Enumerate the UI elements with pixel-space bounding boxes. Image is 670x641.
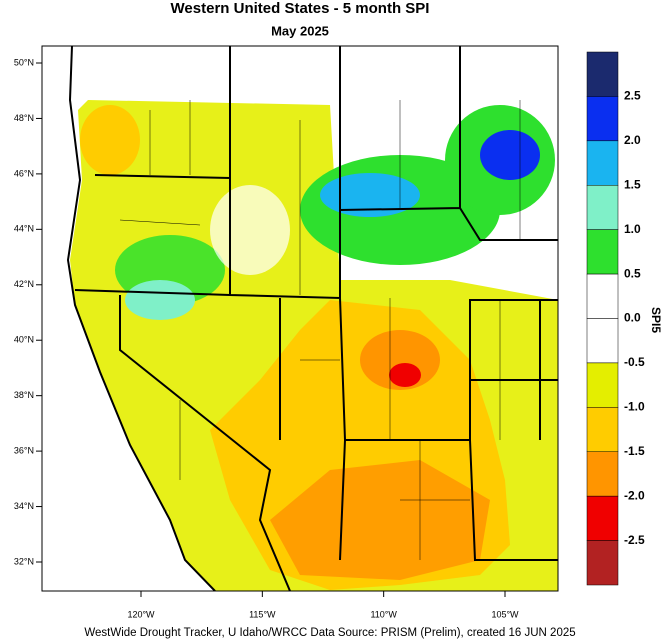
title: Western United States - 5 month SPI — [171, 0, 430, 17]
colorbar-label: -1.0 — [624, 400, 645, 414]
colorbar-bin — [586, 362, 619, 408]
extreme-dry-area — [389, 363, 421, 387]
colorbar-label: -1.5 — [624, 444, 645, 458]
colorbar-title: SPI5 — [649, 307, 663, 333]
lat-label: 42°N — [14, 279, 34, 289]
colorbar-bin — [586, 96, 619, 142]
colorbar-bin — [586, 540, 619, 586]
colorbar-label: -2.5 — [624, 533, 645, 547]
colorbar-label: 2.0 — [624, 133, 641, 147]
lat-label: 50°N — [14, 57, 34, 67]
footer: WestWide Drought Tracker, U Idaho/WRCC D… — [84, 627, 575, 639]
wet-area — [320, 173, 420, 217]
colorbar-bin — [586, 51, 619, 97]
colorbar-bin — [586, 451, 619, 497]
lat-label: 46°N — [14, 168, 34, 178]
colorbar-label: 0.0 — [624, 311, 641, 325]
colorbar-bin — [586, 407, 619, 453]
lat-label: 36°N — [14, 445, 34, 455]
colorbar-label: 2.5 — [624, 89, 641, 103]
colorbar-label: 1.0 — [624, 222, 641, 236]
lat-label: 34°N — [14, 501, 34, 511]
lat-label: 32°N — [14, 556, 34, 566]
lon-label: 115°W — [249, 609, 276, 619]
lat-label: 48°N — [14, 113, 34, 123]
subtitle: May 2025 — [271, 23, 329, 38]
coastline — [66, 46, 216, 591]
colorbar-bin — [586, 140, 619, 186]
severe-dry-area — [270, 460, 490, 580]
lat-label: 40°N — [14, 335, 34, 345]
colorbar-bin — [586, 273, 619, 319]
normal-area — [210, 185, 290, 275]
colorbar-bin — [586, 495, 619, 541]
colorbar-label: 1.5 — [624, 177, 641, 191]
colorbar-label: -0.5 — [624, 355, 645, 369]
dry-area — [80, 105, 140, 175]
lat-label: 44°N — [14, 224, 34, 234]
colorbar-label: -2.0 — [624, 488, 645, 502]
state-boundary — [74, 46, 558, 591]
lon-label: 120°W — [127, 609, 155, 619]
colorbar-bin — [586, 318, 619, 364]
map-frame — [41, 45, 559, 592]
colorbar-bin — [586, 229, 619, 275]
colorbar-label: 0.5 — [624, 266, 641, 280]
lon-label: 105°W — [491, 609, 519, 619]
very-wet-area — [480, 130, 540, 180]
map — [41, 45, 559, 592]
lon-label: 110°W — [370, 609, 397, 619]
colorbar-bin — [586, 185, 619, 230]
county-boundary — [119, 100, 521, 560]
lat-label: 38°N — [14, 390, 34, 400]
wet-area — [125, 280, 195, 320]
